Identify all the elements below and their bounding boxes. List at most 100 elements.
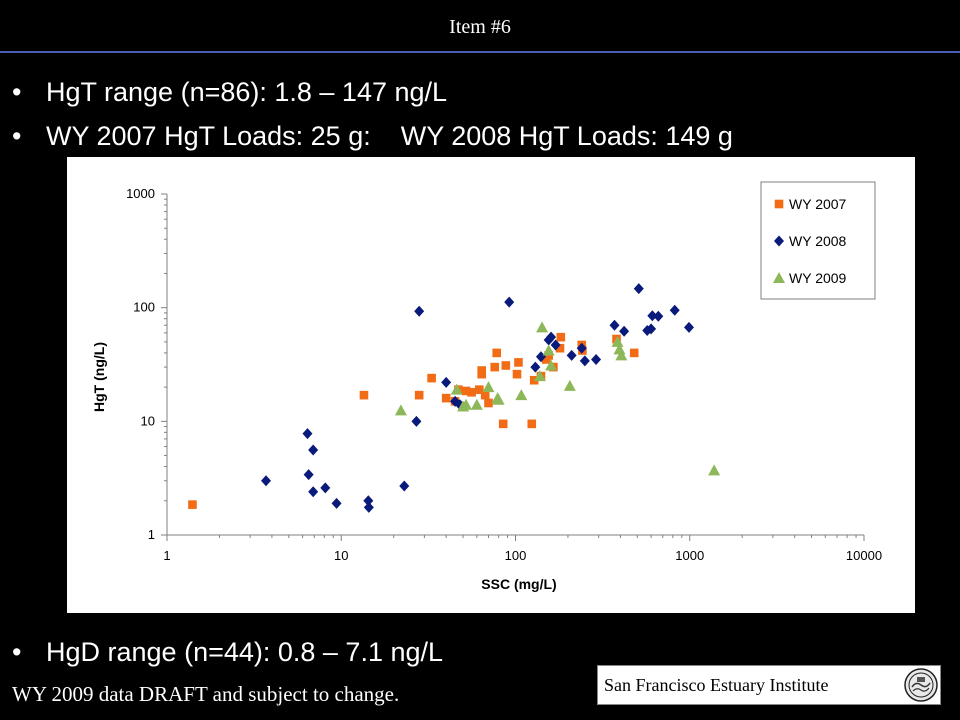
data-point — [576, 342, 587, 354]
series-wy-2008 — [261, 283, 694, 513]
data-point — [399, 480, 410, 492]
sfei-logo-icon — [904, 668, 938, 702]
data-point — [542, 344, 555, 356]
organization-badge: San Francisco Estuary Institute — [597, 665, 941, 705]
legend-label: WY 2007 — [789, 196, 847, 212]
data-point — [563, 379, 576, 391]
data-point — [512, 369, 522, 379]
data-point — [490, 362, 500, 372]
legend-marker — [773, 272, 785, 283]
data-point — [501, 361, 511, 370]
slide-title: Item #6 — [449, 16, 511, 38]
data-point — [302, 428, 313, 440]
legend-marker — [774, 235, 784, 247]
bullet-text: HgT range (n=86): 1.8 – 147 ng/L — [46, 77, 448, 107]
data-point — [591, 353, 602, 365]
y-tick-label: 1 — [148, 527, 155, 542]
data-point — [611, 335, 624, 347]
data-point — [615, 349, 628, 361]
organization-name: San Francisco Estuary Institute — [604, 675, 829, 695]
data-point — [427, 373, 436, 383]
chart-panel: 1 10 100 1000 10000 1 10 100 1000 SSC (mg/L) HgT… — [67, 157, 915, 613]
x-tick-label: 1 — [163, 548, 170, 563]
y-tick-label: 1000 — [126, 186, 155, 201]
series-wy-2009 — [394, 321, 721, 476]
data-point — [450, 383, 463, 395]
chart-axes: 1 10 100 1000 10000 1 10 100 1000 — [126, 186, 882, 563]
data-point — [633, 283, 644, 295]
data-point — [470, 398, 483, 410]
x-tick-label: 100 — [505, 548, 527, 563]
data-point — [461, 386, 471, 396]
chart-legend: WY 2007 WY 2008 WY 2009 — [760, 181, 876, 300]
data-point — [535, 351, 546, 363]
data-point — [261, 475, 272, 487]
data-point — [363, 501, 374, 513]
data-point — [708, 464, 721, 476]
legend-marker — [774, 199, 784, 209]
bullet-hgt-range: • HgT range (n=86): 1.8 – 147 ng/L — [12, 77, 447, 108]
bullet-text: HgD range (n=44): 0.8 – 7.1 ng/L — [46, 637, 444, 667]
data-point — [320, 482, 331, 494]
bullet-marker: • — [12, 77, 22, 107]
data-point — [527, 419, 537, 429]
data-point — [669, 304, 680, 316]
data-point — [492, 393, 505, 405]
header-divider — [0, 51, 960, 53]
data-point — [555, 343, 565, 353]
x-tick-label: 10 — [334, 548, 348, 563]
data-point — [619, 325, 630, 337]
data-point — [363, 495, 374, 507]
x-tick-label: 1000 — [675, 548, 704, 563]
legend-label: WY 2008 — [789, 233, 847, 249]
data-point — [550, 339, 561, 351]
data-point — [331, 497, 342, 509]
data-point — [414, 305, 425, 317]
bullet-hgd-range: • HgD range (n=44): 0.8 – 7.1 ng/L — [12, 637, 443, 668]
data-point — [533, 370, 546, 382]
x-tick-label: 10000 — [846, 548, 882, 563]
data-point — [609, 319, 620, 331]
slide-header: Item #6 — [0, 0, 960, 53]
bullet-marker: • — [12, 121, 22, 151]
data-point — [308, 444, 319, 456]
data-point — [566, 349, 577, 361]
bullet-text: WY 2007 HgT Loads: 25 g: WY 2008 HgT Loa… — [46, 121, 733, 151]
data-point — [536, 321, 549, 333]
data-point — [475, 385, 484, 394]
data-point — [492, 348, 501, 358]
data-point — [303, 469, 314, 481]
data-point — [530, 361, 541, 373]
data-point — [629, 348, 639, 358]
data-point — [653, 310, 664, 322]
y-axis-label: HgT (ng/L) — [91, 342, 107, 412]
data-point — [477, 366, 487, 375]
scatter-chart: 1 10 100 1000 10000 1 10 100 1000 SSC (mg/L) HgT… — [91, 181, 882, 592]
data-point — [646, 323, 657, 335]
data-point — [484, 398, 493, 408]
bullet-marker: • — [12, 637, 22, 667]
data-point — [460, 398, 473, 410]
data-point — [411, 415, 422, 427]
data-point — [504, 296, 515, 308]
data-point — [359, 390, 369, 400]
data-point — [467, 388, 476, 397]
chart-marks — [188, 283, 721, 513]
data-point — [514, 358, 523, 367]
bullet-hgt-loads: • WY 2007 HgT Loads: 25 g: WY 2008 HgT Lo… — [12, 121, 733, 152]
data-point — [441, 376, 452, 388]
data-point — [498, 419, 508, 429]
data-point — [683, 321, 694, 333]
data-point — [308, 486, 319, 498]
data-point — [414, 390, 424, 400]
draft-disclaimer: WY 2009 data DRAFT and subject to change… — [12, 682, 400, 706]
data-point — [441, 393, 451, 403]
legend-label: WY 2009 — [789, 270, 847, 286]
data-point — [556, 332, 566, 342]
data-point — [480, 390, 490, 400]
data-point — [394, 404, 407, 416]
data-point — [546, 331, 557, 343]
data-point — [515, 389, 528, 401]
data-point — [545, 359, 558, 371]
data-point — [529, 375, 539, 385]
